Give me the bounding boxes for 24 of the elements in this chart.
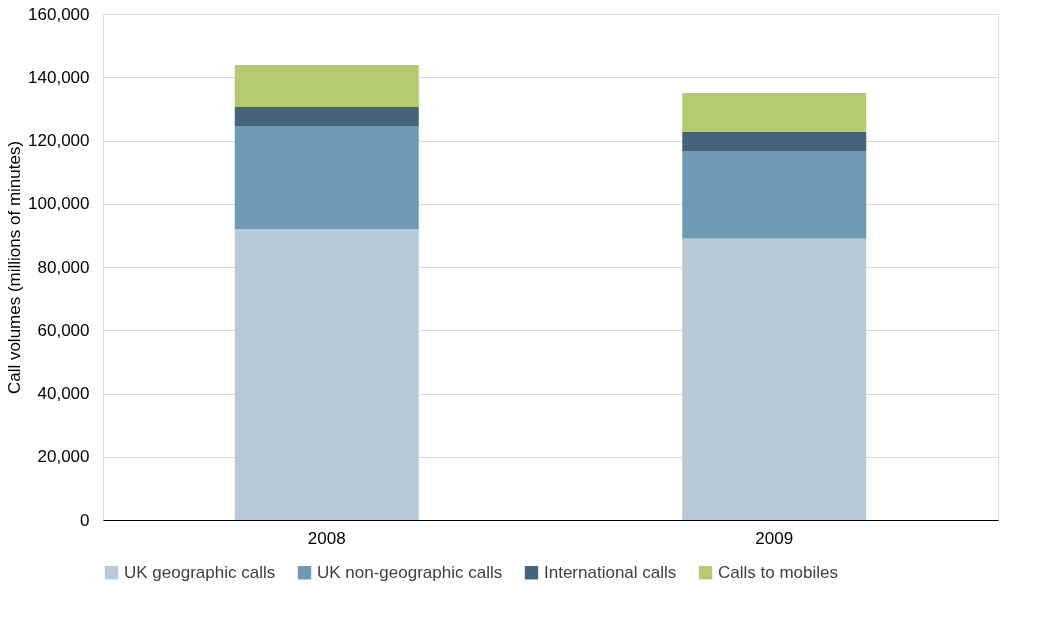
bar: [234, 125, 419, 230]
bar: [234, 229, 419, 520]
y-tick-label: 80,000: [37, 257, 90, 277]
y-tick-label: 60,000: [37, 320, 90, 340]
x-tick-label: 2008: [307, 528, 346, 548]
legend-label: UK non-geographic calls: [317, 562, 503, 582]
y-tick-label: 140,000: [28, 67, 90, 87]
y-tick-label: 40,000: [37, 384, 90, 403]
y-tick-label: 120,000: [28, 131, 90, 150]
bar: [682, 238, 867, 520]
bar: [682, 150, 867, 239]
x-tick-label: 2009: [755, 528, 794, 548]
y-tick-label: 100,000: [28, 194, 90, 214]
bar: [682, 131, 867, 151]
bar: [234, 64, 419, 107]
y-tick-label: 20,000: [37, 447, 90, 467]
legend-label: International calls: [544, 562, 677, 582]
legend-label: UK geographic calls: [124, 562, 276, 582]
y-tick-label: 160,000: [28, 4, 90, 24]
bar: [234, 106, 419, 126]
bar: [682, 93, 867, 132]
y-tick-label: 0: [80, 510, 90, 530]
y-axis-title: Call volumes (millions of minutes): [5, 140, 25, 395]
legend-label: Calls to mobiles: [718, 562, 838, 582]
